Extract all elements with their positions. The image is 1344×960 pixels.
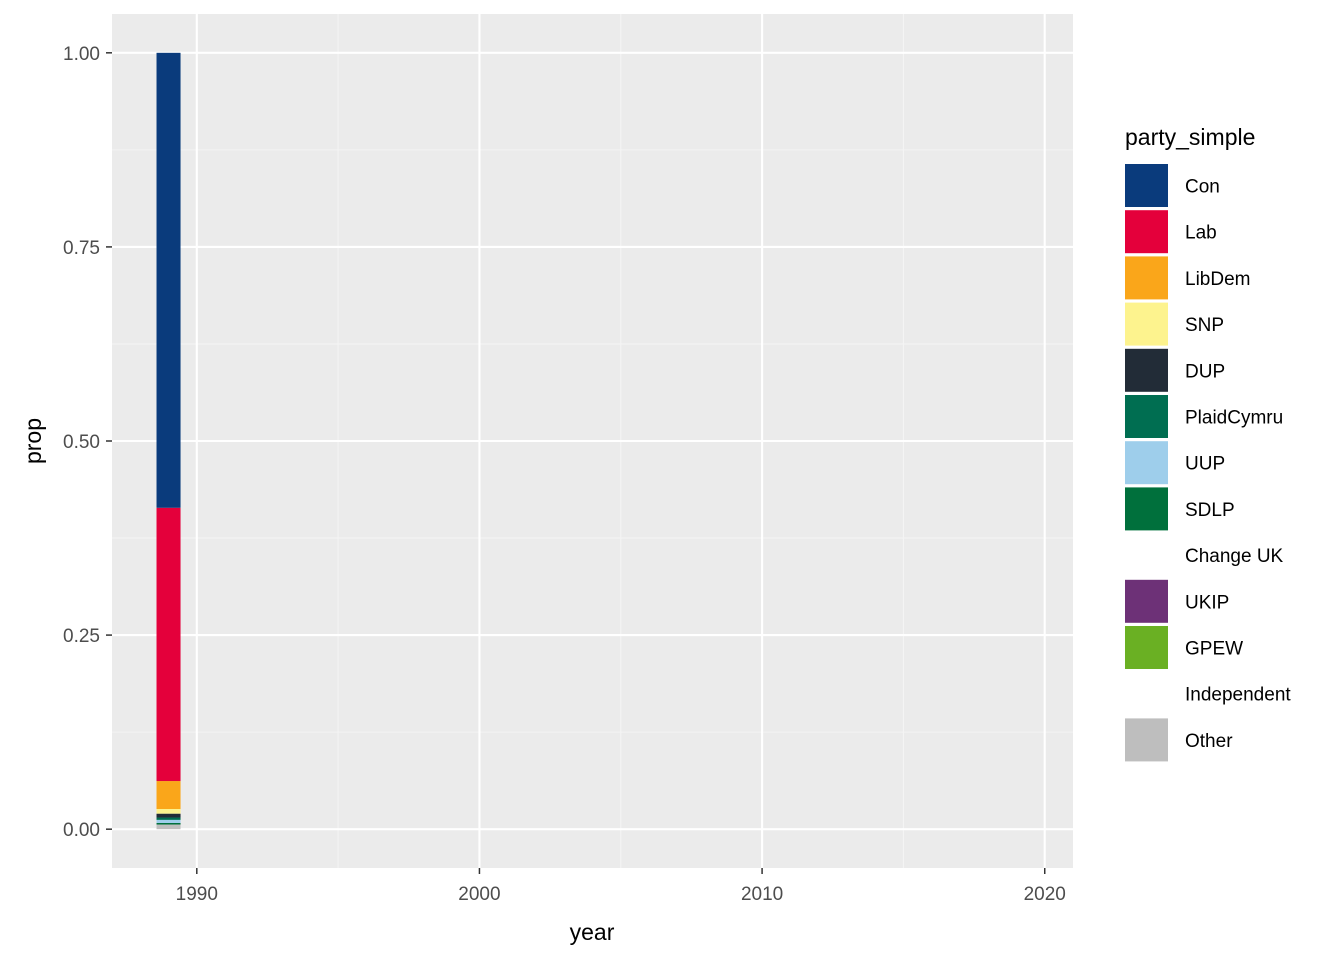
major-gridlines xyxy=(112,14,1073,868)
x-tick-label: 2010 xyxy=(741,884,783,905)
legend-key-gpew xyxy=(1125,626,1168,669)
legend-key-ukip xyxy=(1125,579,1168,623)
legend-key-libdem xyxy=(1125,256,1168,300)
legend-key-con xyxy=(1125,164,1168,207)
bar-segment-con xyxy=(156,52,181,508)
legend-label-other: Other xyxy=(1185,731,1233,752)
legend-label-sdlp: SDLP xyxy=(1185,500,1235,521)
y-axis: 0.00 0.25 0.50 0.75 1.00 xyxy=(63,44,112,841)
bar-segment-plaidcymru xyxy=(156,817,181,820)
bar-segment-lab xyxy=(156,507,181,782)
x-axis: 1990 2000 2010 2020 xyxy=(176,868,1066,905)
bar-segment-libdem xyxy=(156,781,181,809)
x-tick-label: 1990 xyxy=(176,884,218,905)
legend-label-independent: Independent xyxy=(1185,685,1291,706)
y-tick-label: 0.25 xyxy=(63,626,100,647)
legend-label-dup: DUP xyxy=(1185,361,1225,382)
legend-key-plaidcymru xyxy=(1125,395,1168,438)
legend-label-gpew: GPEW xyxy=(1185,639,1243,660)
legend-title: party_simple xyxy=(1125,124,1255,150)
legend-key-other xyxy=(1125,718,1168,762)
bar-segment-sdlp xyxy=(156,822,181,825)
legend-key-sdlp xyxy=(1125,487,1168,531)
x-axis-title: year xyxy=(570,919,615,945)
y-tick-label: 0.00 xyxy=(63,820,100,841)
bar-segment-snp xyxy=(156,808,181,814)
legend-label-change-uk: Change UK xyxy=(1185,546,1284,567)
legend-label-lab: Lab xyxy=(1185,223,1217,244)
y-tick-label: 1.00 xyxy=(63,44,100,65)
x-tick-label: 2000 xyxy=(458,884,500,905)
bars xyxy=(156,52,181,830)
bar-segment-uup xyxy=(156,819,181,823)
legend-key-uup xyxy=(1125,441,1168,485)
y-tick-label: 0.75 xyxy=(63,238,100,259)
legend-key-change-uk xyxy=(1125,533,1168,577)
legend-key-dup xyxy=(1125,348,1168,392)
bar-segment-other xyxy=(156,824,181,830)
legend-label-ukip: UKIP xyxy=(1185,592,1229,613)
legend-label-libdem: LibDem xyxy=(1185,269,1250,290)
x-tick-label: 2020 xyxy=(1024,884,1066,905)
legend: party_simple Con Lab LibDem SNP DUP PlaidCymr… xyxy=(1125,124,1291,762)
y-tick-label: 0.50 xyxy=(63,432,100,453)
legend-label-snp: SNP xyxy=(1185,315,1224,336)
legend-items: Con Lab LibDem SNP DUP PlaidCymru UUP SDLP Chang… xyxy=(1125,164,1291,762)
legend-key-independent xyxy=(1125,672,1168,716)
bar-segment-dup xyxy=(156,813,181,818)
legend-label-con: Con xyxy=(1185,177,1220,198)
legend-label-plaidcymru: PlaidCymru xyxy=(1185,408,1283,429)
y-axis-title: prop xyxy=(20,418,46,464)
legend-key-lab xyxy=(1125,210,1168,254)
legend-key-snp xyxy=(1125,302,1168,346)
legend-label-uup: UUP xyxy=(1185,454,1225,475)
